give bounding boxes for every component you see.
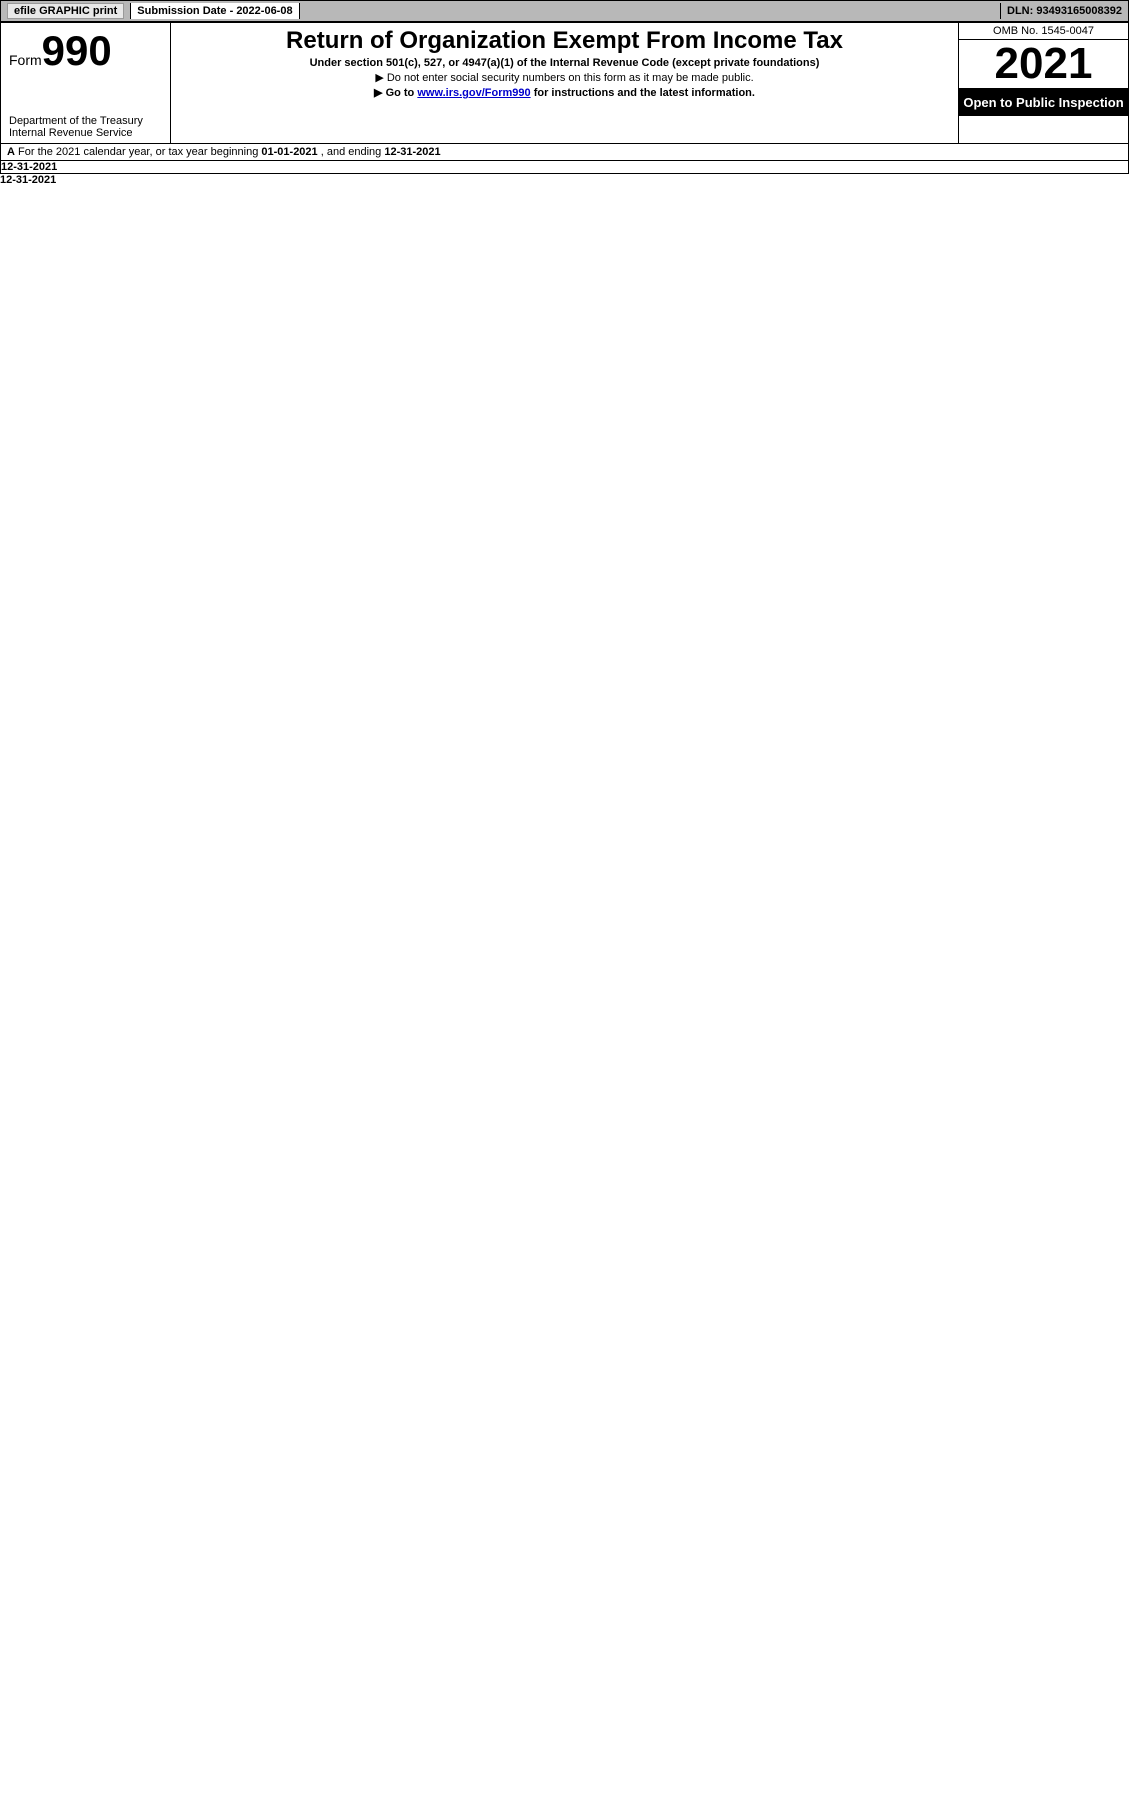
irs-label: Internal Revenue Service [9,127,162,139]
efile-print-button[interactable]: efile GRAPHIC print [7,3,124,19]
row-a-tax-year: A For the 2021 calendar year, or tax yea… [1,144,1128,161]
open-public-badge: Open to Public Inspection [959,89,1128,116]
submission-date: Submission Date - 2022-06-08 [131,3,299,19]
ssn-note: ▶ Do not enter social security numbers o… [175,71,954,84]
form-subtitle: Under section 501(c), 527, or 4947(a)(1)… [175,57,954,69]
header-left: Form990 Department of the Treasury Inter… [1,23,171,143]
form-header: Form990 Department of the Treasury Inter… [1,23,1128,144]
form-prefix: Form [9,52,42,68]
header-center: Return of Organization Exempt From Incom… [171,23,958,143]
tax-year: 2021 [959,40,1128,89]
form-990: Form990 Department of the Treasury Inter… [0,22,1129,174]
form-number: 990 [42,27,112,74]
efile-label: efile GRAPHIC print [1,3,131,19]
irs-link[interactable]: www.irs.gov/Form990 [417,87,530,99]
form-title: Return of Organization Exempt From Incom… [175,27,954,55]
dept-treasury: Department of the Treasury [9,115,162,127]
website-note: ▶ Go to www.irs.gov/Form990 for instruct… [175,86,954,99]
dln-label: DLN: 93493165008392 [1000,3,1128,19]
top-toolbar: efile GRAPHIC print Submission Date - 20… [0,0,1129,22]
omb-number: OMB No. 1545-0047 [959,23,1128,40]
header-right: OMB No. 1545-0047 2021 Open to Public In… [958,23,1128,143]
